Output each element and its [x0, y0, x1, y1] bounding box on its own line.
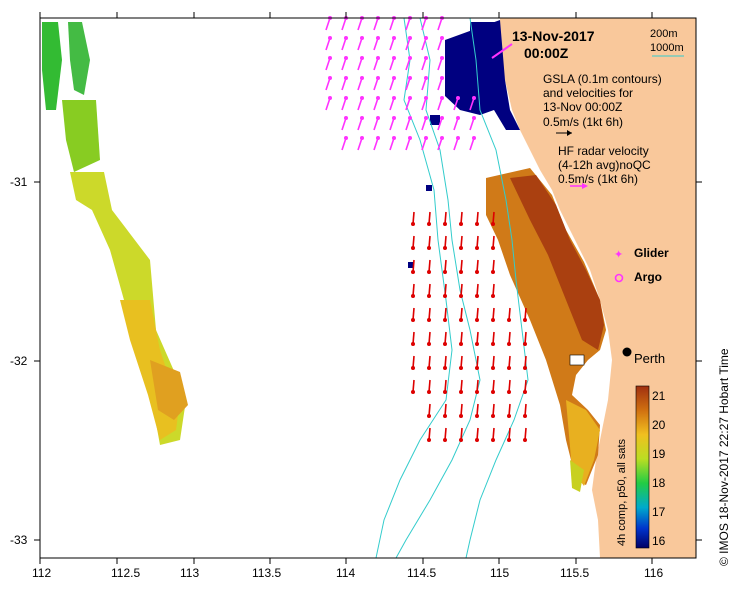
argo-label: Argo [634, 270, 662, 284]
y-tick-label: -31 [10, 175, 28, 189]
x-tick-label: 112 [32, 566, 52, 580]
perth-label: Perth [634, 351, 666, 366]
axis-ticks [34, 12, 702, 564]
gsla-vectors [411, 211, 527, 442]
bathymetry-contours [375, 17, 529, 559]
gsla-legend-line: GSLA (0.1m contours) [543, 72, 662, 86]
colorbar-tick: 20 [652, 418, 666, 432]
gsla-legend-line: and velocities for [543, 86, 634, 100]
y-tick-label: -32 [10, 354, 28, 368]
hf-legend-arrowhead [582, 183, 588, 189]
colorbar-tick: 17 [652, 505, 666, 519]
date-title: 13-Nov-2017 [512, 28, 595, 44]
gsla-legend-line: 13-Nov 00:00Z [543, 100, 623, 114]
gsla-legend-line: 0.5m/s (1kt 6h) [543, 115, 624, 129]
x-tick-label: 116 [644, 566, 664, 580]
title-pointer [491, 43, 513, 59]
perth-marker [622, 347, 632, 357]
y-tick-label: -33 [10, 533, 28, 547]
x-tick-label: 115.5 [560, 566, 590, 580]
colorbar [635, 385, 650, 549]
x-tick-label: 113.5 [252, 566, 282, 580]
hf-legend-line: HF radar velocity [558, 144, 649, 158]
gsla-legend-arrowhead [567, 130, 572, 136]
glider-label: Glider [634, 246, 669, 260]
hf-radar-vectors [325, 16, 476, 151]
x-tick-label: 115 [490, 566, 510, 580]
glider-marker-icon: ✦ [614, 248, 623, 261]
cloud-mask [408, 20, 520, 268]
x-tick-label: 113 [180, 566, 200, 580]
sst-patch-coastal [486, 168, 606, 492]
rottnest-island [569, 354, 585, 366]
time-title: 00:00Z [524, 45, 569, 61]
colorbar-tick: 18 [652, 476, 666, 490]
hf-legend-line: (4-12h avg)noQC [558, 158, 651, 172]
colorbar-label: 4h comp, p50, all sats [616, 438, 628, 546]
colorbar-tick: 21 [652, 389, 666, 403]
argo-marker-icon [614, 273, 624, 283]
depth-legend-1000: 1000m [650, 42, 684, 54]
map-frame [39, 17, 697, 559]
x-tick-label: 112.5 [111, 566, 141, 580]
x-tick-label: 114 [336, 566, 356, 580]
credit-text: © IMOS 18-Nov-2017 22:27 Hobart Time [717, 348, 731, 566]
x-tick-label: 114.5 [407, 566, 437, 580]
depth-legend-200: 200m [650, 28, 678, 40]
sst-patch-west [42, 22, 188, 445]
colorbar-tick: 19 [652, 447, 666, 461]
colorbar-tick: 16 [652, 534, 666, 548]
hf-legend-line: 0.5m/s (1kt 6h) [558, 172, 639, 186]
